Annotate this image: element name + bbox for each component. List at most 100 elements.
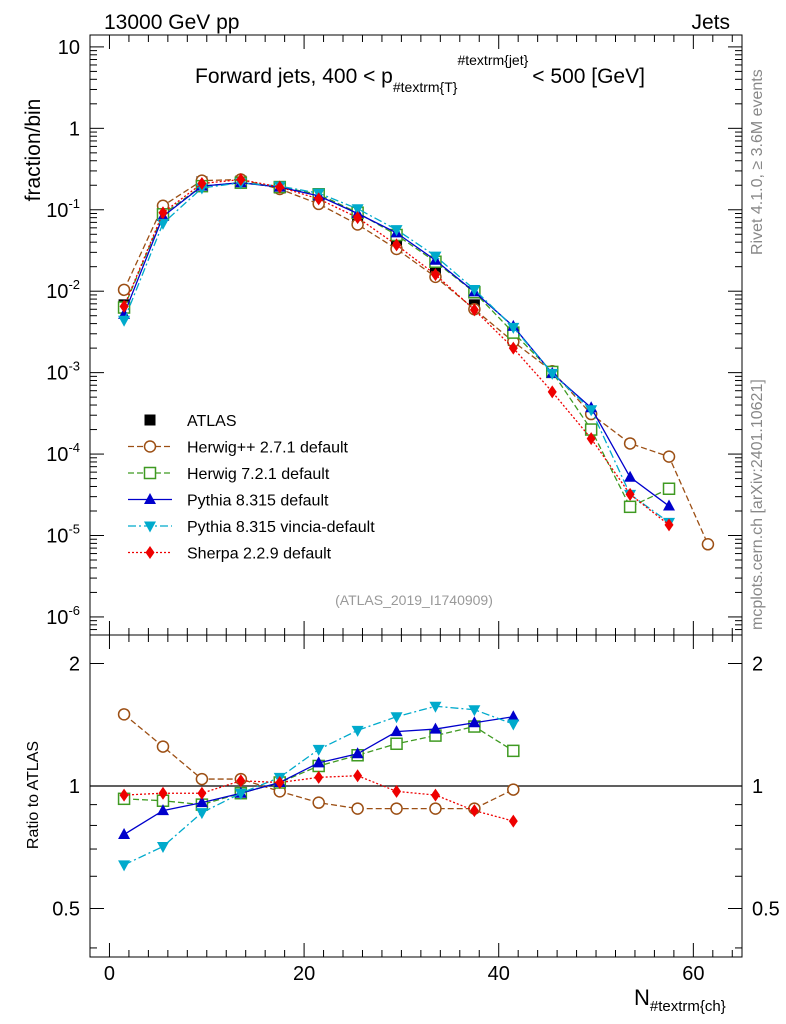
data-point-sherpa xyxy=(314,192,324,206)
ratio-point-pythia xyxy=(118,828,131,840)
ratio-axis-ticks: 0.5 0.51 12 20 20 40 60 xyxy=(52,635,780,985)
data-point-herwigpp xyxy=(701,538,715,551)
data-point-sherpa xyxy=(119,299,129,313)
data-point-herwig7 xyxy=(623,500,637,514)
main-title-pre: Forward jets, 400 < p xyxy=(195,65,393,88)
data-point-sherpa xyxy=(586,432,596,446)
main-ytick-label: 10-5 xyxy=(46,522,80,548)
ratio-ytick-label-right: 2 xyxy=(752,654,763,676)
main-ytick-label: 10-2 xyxy=(46,277,80,303)
ratio-point-pythia xyxy=(429,722,442,734)
data-point-vincia xyxy=(468,284,481,296)
data-point-pythia xyxy=(663,499,676,511)
ratio-point-sherpa xyxy=(158,786,168,800)
ratio-point-herwigpp xyxy=(429,802,442,815)
data-point-sherpa xyxy=(158,206,168,220)
ratio-ytick-label-right: 1 xyxy=(752,776,763,798)
main-ytick-label: 10 xyxy=(58,37,80,59)
data-point-sherpa xyxy=(625,487,635,501)
ratio-point-pythia xyxy=(351,747,364,759)
data-point-vincia xyxy=(390,225,403,237)
ratio-ytick-label: 1 xyxy=(69,776,80,798)
ratio-point-vincia xyxy=(429,701,442,713)
ratio-point-herwigpp xyxy=(312,796,325,809)
data-point-vincia xyxy=(429,251,442,263)
data-point-pythia xyxy=(624,470,637,482)
ratio-point-sherpa xyxy=(430,788,440,802)
main-ylabel: fraction/bin xyxy=(22,99,45,202)
legend-marker-sherpa xyxy=(145,546,155,559)
series-line-herwigpp xyxy=(123,178,709,545)
x-axis-label-base: N xyxy=(634,985,650,1010)
main-axis-ticks: 10-6 10-5 10-4 10-3 10-2 10-1 1 10 xyxy=(46,35,742,636)
data-point-herwigpp xyxy=(117,283,131,297)
legend-marker-pythia xyxy=(144,493,156,504)
data-point-sherpa xyxy=(275,180,285,194)
ratio-ytick-label: 0.5 xyxy=(52,898,80,920)
main-series-group xyxy=(117,173,715,551)
ratio-point-herwig7 xyxy=(390,737,403,751)
data-point-sherpa xyxy=(508,341,518,355)
ratio-point-vincia xyxy=(118,860,131,872)
side-mcplots-label: mcplots.cern.ch [arXiv:2401.10621] xyxy=(749,379,766,630)
main-title-sub: #textrm{T} xyxy=(393,79,458,95)
ratio-point-pythia xyxy=(156,804,169,816)
xtick-label: 20 xyxy=(293,963,315,985)
ratio-point-vincia xyxy=(312,744,325,756)
data-point-herwigpp xyxy=(662,450,676,463)
legend-marker-vincia xyxy=(144,521,156,533)
data-point-sherpa xyxy=(664,518,674,532)
ratio-point-vincia xyxy=(156,842,169,854)
legend-label-herwigpp: Herwig++ 2.7.1 default xyxy=(187,440,349,457)
data-point-vincia xyxy=(351,204,364,216)
ratio-point-sherpa xyxy=(469,804,479,818)
main-ytick-label: 1 xyxy=(69,118,80,140)
ratio-point-sherpa xyxy=(508,814,518,828)
main-title-sup: #textrm{jet} xyxy=(457,52,528,68)
ratio-point-sherpa xyxy=(236,774,246,788)
legend-label-vincia: Pythia 8.315 vincia-default xyxy=(187,519,375,536)
ratio-point-pythia xyxy=(312,756,325,768)
main-ytick-label: 10-6 xyxy=(46,603,80,629)
data-point-sherpa xyxy=(353,211,363,225)
data-point-sherpa xyxy=(236,173,246,187)
ratio-point-vincia xyxy=(468,705,481,717)
ratio-point-sherpa xyxy=(314,770,324,784)
legend-marker-atlas xyxy=(144,414,156,426)
legend-label-sherpa: Sherpa 2.2.9 default xyxy=(187,546,332,563)
ratio-point-herwigpp xyxy=(507,783,520,796)
ratio-point-pythia xyxy=(507,710,520,722)
ratio-point-vincia xyxy=(195,808,208,820)
ratio-point-herwigpp xyxy=(156,740,170,753)
data-point-vincia xyxy=(546,368,559,380)
ratio-point-herwig7 xyxy=(507,744,520,758)
main-ytick-label: 10-3 xyxy=(46,359,80,385)
ratio-point-herwigpp xyxy=(351,802,364,815)
data-point-vincia xyxy=(118,315,131,327)
ratio-ytick-label-right: 0.5 xyxy=(752,898,780,920)
ratio-point-vincia xyxy=(390,712,403,724)
data-point-vincia xyxy=(156,218,169,230)
data-point-sherpa xyxy=(392,238,402,252)
ratio-point-pythia xyxy=(468,716,481,728)
main-ytick-label: 10-1 xyxy=(46,196,80,222)
ratio-point-sherpa xyxy=(392,784,402,798)
ratio-point-herwigpp xyxy=(390,802,403,815)
ratio-point-sherpa xyxy=(197,786,207,800)
ratio-point-sherpa xyxy=(353,769,363,783)
header-left: 13000 GeV pp xyxy=(104,11,239,34)
ratio-ytick-label: 2 xyxy=(69,654,80,676)
series-line-vincia xyxy=(123,182,670,523)
header-right: Jets xyxy=(691,11,730,34)
analysis-watermark: (ATLAS_2019_I1740909) xyxy=(335,592,493,608)
main-title: Forward jets, 400 < p#textrm{T} #textrm{j… xyxy=(195,52,645,95)
xtick-label: 40 xyxy=(488,963,510,985)
xtick-label: 60 xyxy=(682,963,704,985)
data-point-vincia xyxy=(507,322,520,334)
main-ytick-label: 10-4 xyxy=(46,440,80,466)
series-sherpa xyxy=(119,173,674,532)
side-rivet-label: Rivet 4.1.0, ≥ 3.6M events xyxy=(749,69,766,255)
x-axis-label: N#textrm{ch} xyxy=(634,985,726,1015)
legend-marker-herwigpp xyxy=(143,440,157,453)
